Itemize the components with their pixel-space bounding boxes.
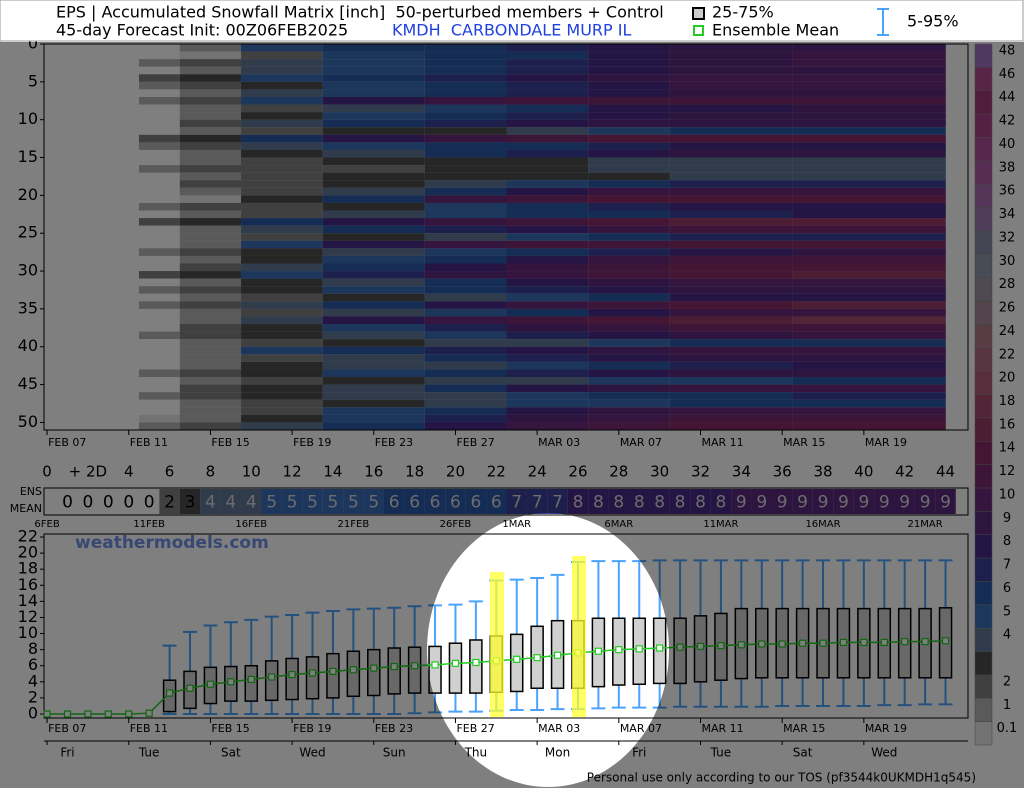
legend-label: 25-75% [712,3,774,22]
mean-marker [513,655,521,663]
legend-label: 5-95% [907,12,959,31]
mean-marker [431,661,439,669]
header: EPS | Accumulated Snowfall Matrix [inch]… [0,0,1024,42]
subtitle: 45-day Forecast Init: 00Z06FEB2025 [56,21,348,40]
mean-marker [635,645,643,653]
title: EPS | Accumulated Snowfall Matrix [inch]… [56,3,664,22]
highlight [572,556,586,717]
legend-whisker-icon [877,8,889,36]
x-tick-label: MAR 03 [538,722,580,735]
legend-box-icon [692,7,705,20]
box [428,645,442,694]
mean-marker [451,659,460,667]
mean-marker [594,647,603,655]
legend-label: Ensemble Mean [712,21,839,40]
mean-marker [472,658,480,667]
date-label: 1MAR [502,519,531,530]
highlight [490,572,504,717]
x-tick-label: FEB 27 [456,722,494,735]
box [469,639,483,694]
station: KMDH CARBONDALE MURP IL [392,21,631,40]
box [509,633,524,693]
mean-marker [656,644,664,652]
header-box [0,0,1024,42]
box [448,642,463,694]
mean-marker [553,651,562,659]
mean-marker [533,654,541,662]
mean-marker [615,646,623,654]
dim-overlay [0,42,1024,788]
weekday-label: Mon [545,746,570,760]
legend-mean-icon [693,25,704,36]
